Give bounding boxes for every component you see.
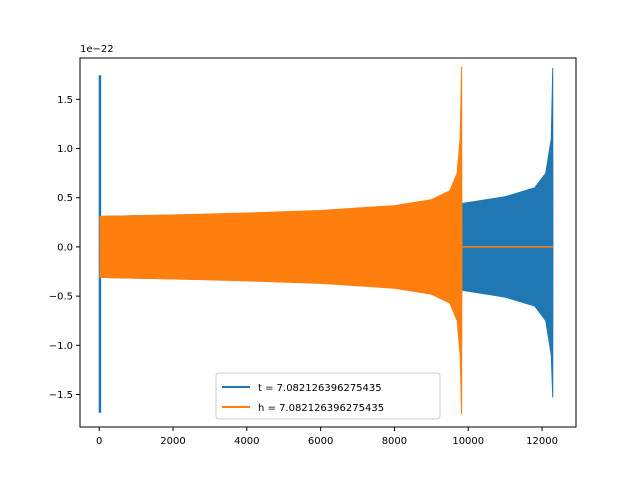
x-tick-label: 6000 <box>308 436 333 447</box>
x-tick-label: 2000 <box>160 436 185 447</box>
y-offset-label: 1e−22 <box>80 44 114 55</box>
legend-label-h: h = 7.082126396275435 <box>258 403 384 414</box>
legend-label-t: t = 7.082126396275435 <box>258 383 382 394</box>
series-layer <box>98 66 554 415</box>
x-tick-label: 10000 <box>452 436 484 447</box>
y-tick-label: 1.0 <box>57 144 73 155</box>
x-tick-label: 0 <box>96 436 102 447</box>
x-tick-label: 8000 <box>382 436 407 447</box>
legend: t = 7.082126396275435 h = 7.082126396275… <box>215 372 441 420</box>
y-tick-label: −0.5 <box>49 292 73 303</box>
series-1-envelope <box>99 66 554 415</box>
axes-frame <box>79 57 577 428</box>
y-tick-label: −1.5 <box>49 390 73 401</box>
y-axis-ticks: −1.5 −1.0 −0.5 0.0 0.5 1.0 1.5 <box>49 95 80 401</box>
y-tick-label: 0.5 <box>57 193 73 204</box>
legend-box <box>215 372 441 420</box>
x-tick-label: 4000 <box>234 436 259 447</box>
y-tick-label: 1.5 <box>57 95 73 106</box>
x-axis-ticks: 0 2000 4000 6000 8000 10000 12000 <box>96 427 558 447</box>
x-tick-label: 12000 <box>526 436 558 447</box>
y-tick-label: −1.0 <box>49 341 73 352</box>
y-tick-label: 0.0 <box>57 242 73 253</box>
